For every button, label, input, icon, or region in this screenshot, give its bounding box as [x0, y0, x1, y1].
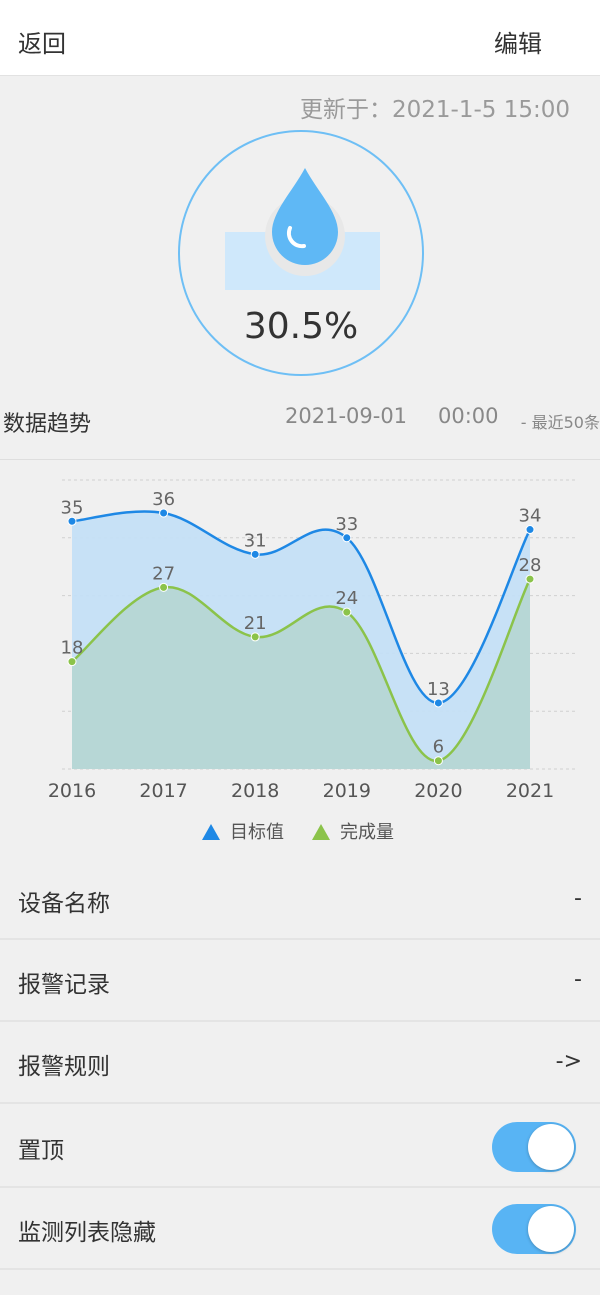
x-tick-label: 2021: [506, 780, 554, 802]
trend-recent-count[interactable]: - 最近50条: [520, 413, 600, 432]
data-point: [67, 516, 77, 526]
legend-triangle-icon: [202, 824, 220, 840]
data-label: 21: [244, 613, 267, 634]
data-point: [250, 632, 260, 642]
data-label: 13: [427, 679, 450, 700]
x-tick-label: 2020: [414, 780, 462, 802]
data-label: 33: [335, 514, 358, 535]
series-area-1: [72, 579, 530, 769]
trend-chart: 35 36 31 33 13 34 18 27 21 24 6 28 2016 2017 2018 2019 2…: [48, 479, 578, 843]
updated-time: 更新于：2021-1-5 15:00: [300, 97, 570, 123]
data-point: [525, 525, 535, 535]
pin-top-toggle[interactable]: [492, 1122, 576, 1172]
data-point: [433, 698, 443, 708]
data-point: [525, 574, 535, 584]
row-hide-in-list: 监测列表隐藏: [0, 1188, 600, 1270]
row-label: 报警规则: [18, 1054, 110, 1080]
data-point: [342, 533, 352, 543]
data-label: 6: [433, 737, 444, 758]
row-alarm-rules[interactable]: 报警规则 ->: [0, 1022, 600, 1104]
data-point: [433, 756, 443, 766]
data-label: 36: [152, 489, 175, 510]
data-label: 35: [61, 497, 84, 518]
data-point: [159, 508, 169, 518]
row-label: 监测列表隐藏: [18, 1220, 156, 1246]
edit-button[interactable]: 编辑: [494, 30, 542, 58]
water-level-percent: 30.5%: [243, 306, 359, 347]
chevron-right-icon[interactable]: ->: [555, 1049, 582, 1074]
data-label: 24: [335, 588, 358, 609]
row-label: 置顶: [18, 1138, 64, 1164]
trend-date[interactable]: 2021-09-01: [285, 404, 408, 428]
data-label: 18: [61, 638, 84, 659]
row-device-name[interactable]: 设备名称 -: [0, 860, 600, 940]
data-point: [159, 582, 169, 592]
data-point: [342, 607, 352, 617]
top-bar: 返回 编辑: [0, 0, 600, 76]
legend-label: 目标值: [230, 822, 284, 843]
data-label: 31: [244, 530, 267, 551]
data-label: 34: [519, 506, 542, 527]
toggle-knob: [528, 1206, 574, 1252]
row-alarm-records[interactable]: 报警记录 -: [0, 940, 600, 1022]
row-label: 设备名称: [18, 891, 110, 917]
trend-header: 数据趋势 2021-09-01 00:00 - 最近50条: [0, 400, 600, 460]
row-value: -: [574, 967, 582, 992]
legend-triangle-icon: [312, 824, 330, 840]
x-tick-label: 2018: [231, 780, 279, 802]
data-point: [67, 657, 77, 667]
hide-in-list-toggle[interactable]: [492, 1204, 576, 1254]
row-pin-top: 置顶: [0, 1104, 600, 1188]
row-value: -: [574, 886, 582, 911]
back-button[interactable]: 返回: [18, 30, 66, 58]
trend-title: 数据趋势: [3, 412, 92, 437]
data-label: 27: [152, 563, 175, 584]
x-tick-label: 2016: [48, 780, 96, 802]
data-point: [250, 549, 260, 559]
toggle-knob: [528, 1124, 574, 1170]
water-drop-icon: [265, 168, 345, 276]
legend-label: 完成量: [340, 822, 394, 843]
x-tick-label: 2019: [323, 780, 371, 802]
water-level-gauge: 30.5%: [178, 130, 424, 376]
data-label: 28: [519, 555, 542, 576]
row-label: 报警记录: [18, 972, 110, 998]
x-tick-label: 2017: [139, 780, 187, 802]
trend-time[interactable]: 00:00: [438, 404, 499, 428]
